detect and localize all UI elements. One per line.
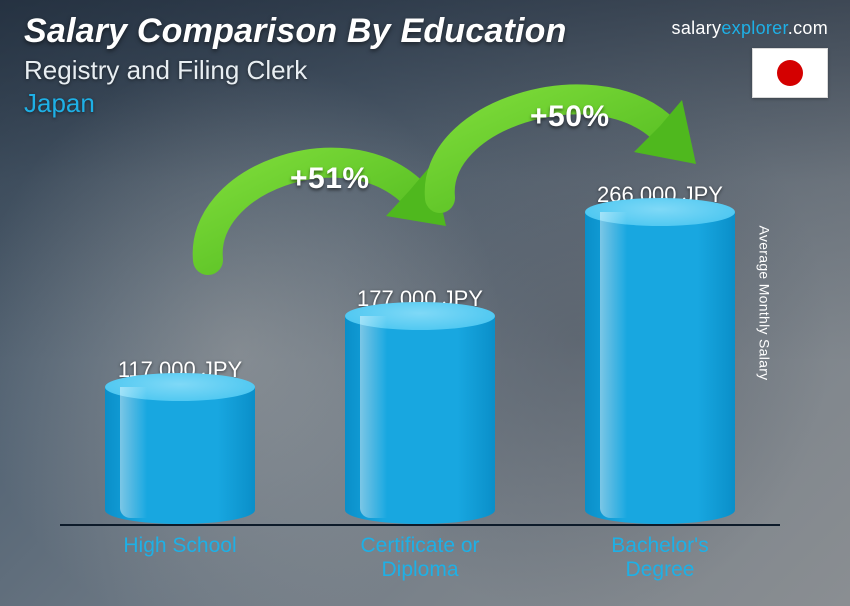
infographic-canvas: Salary Comparison By Education Registry … <box>0 0 850 606</box>
category-label: Certificate orDiploma <box>320 530 520 582</box>
job-title: Registry and Filing Clerk <box>24 55 670 86</box>
bar-front <box>105 387 255 524</box>
bar-chart: 117,000 JPY 177,000 JPY 266,000 JPY High S… <box>60 152 780 582</box>
x-axis-line <box>60 524 780 526</box>
increase-label-2: +50% <box>530 100 610 134</box>
bar <box>585 212 735 524</box>
bar-top-ellipse <box>585 198 735 226</box>
bar-front <box>585 212 735 524</box>
bar-slot: 266,000 JPY <box>570 182 750 524</box>
increase-label-1: +51% <box>290 162 370 196</box>
bars-container: 117,000 JPY177,000 JPY266,000 JPY <box>60 194 780 524</box>
category-label: Bachelor'sDegree <box>560 530 760 582</box>
bar-top-ellipse <box>105 373 255 401</box>
bar-front <box>345 316 495 524</box>
category-labels: High School Certificate orDiploma Bachelor… <box>60 530 780 582</box>
brand-logo-text: salaryexplorer.com <box>672 18 828 39</box>
bar-slot: 177,000 JPY <box>330 286 510 524</box>
bar <box>105 387 255 524</box>
brand-part-3: .com <box>788 18 828 38</box>
page-title: Salary Comparison By Education <box>24 12 670 51</box>
bar <box>345 316 495 524</box>
bar-top-ellipse <box>345 302 495 330</box>
category-label: High School <box>80 530 280 582</box>
brand-part-2: explorer <box>721 18 787 38</box>
flag-disc <box>777 60 803 86</box>
brand-part-1: salary <box>672 18 722 38</box>
bar-slot: 117,000 JPY <box>90 357 270 524</box>
japan-flag-icon <box>752 48 828 98</box>
